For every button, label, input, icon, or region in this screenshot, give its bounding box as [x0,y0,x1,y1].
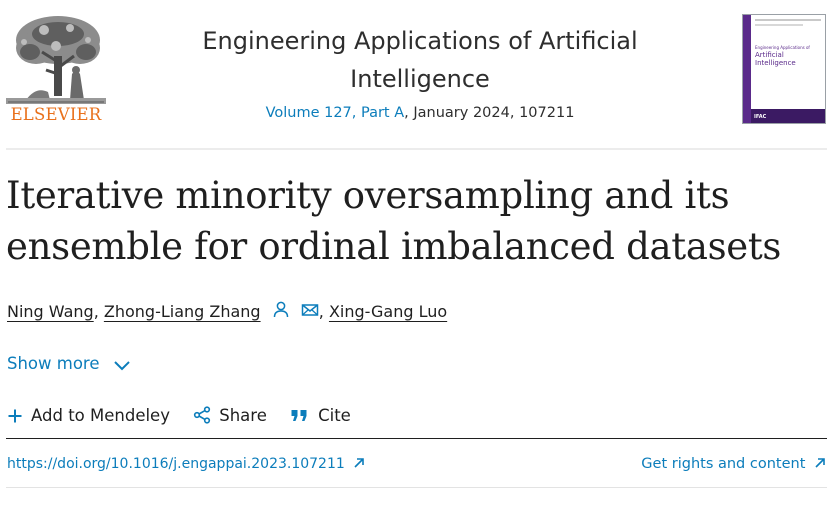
cite-label: Cite [318,406,351,425]
quote-icon [291,410,307,421]
add-to-mendeley-button[interactable]: Add to Mendeley [7,403,170,429]
journal-cover-image[interactable]: Engineering Applications of Artificial I… [742,14,826,124]
cover-band [743,15,751,123]
cover-journal-name: Artificial Intelligence [755,51,796,67]
actions-divider [6,438,827,439]
header-divider [6,148,827,150]
cover-top-rule [755,19,821,21]
arrow-up-right-icon [354,458,365,468]
arrow-up-right-icon [815,458,825,468]
doi-text: https://doi.org/10.1016/j.engappai.2023.… [7,456,345,472]
author-zhong-liang-zhang[interactable]: Zhong-Liang Zhang [103,302,261,321]
elsevier-tree-icon [6,12,106,104]
journal-issue: Volume 127, Part A, January 2024, 107211 [160,104,680,122]
cover-subtitle: Engineering Applications of [755,45,810,50]
elsevier-wordmark: ELSEVIER [10,105,102,124]
show-more-button[interactable]: Show more [7,352,131,376]
cover-footer-text: IFAC [754,114,767,120]
article-header: ELSEVIER Engineering Applications of Art… [0,0,835,140]
article-actions: Add to Mendeley Share Cite [7,403,369,429]
elsevier-logo[interactable]: ELSEVIER [6,12,106,124]
chevron-down-icon [114,360,130,370]
envelope-icon[interactable] [301,301,319,325]
plus-icon [8,409,22,423]
person-icon[interactable] [272,300,290,325]
author-list: Ning Wang, Zhong-Liang Zhang , Xing-Gang… [7,300,447,325]
share-label: Share [219,406,267,425]
cite-button[interactable]: Cite [290,403,351,429]
cover-footer [751,109,825,123]
show-more-label: Show more [7,354,100,373]
author-separator: , [318,302,329,321]
issue-date: , January 2024, 107211 [404,105,575,121]
issue-link[interactable]: Volume 127, Part A [265,105,405,121]
doi-link[interactable]: https://doi.org/10.1016/j.engappai.2023.… [7,454,365,474]
journal-title-link[interactable]: Engineering Applications of Artificial I… [202,27,638,93]
share-button[interactable]: Share [193,403,267,429]
journal-info: Engineering Applications of Artificial I… [160,22,680,122]
share-icon [194,406,211,424]
author-ning-wang[interactable]: Ning Wang [7,302,94,321]
cover-top-rule-2 [755,24,803,26]
get-rights-text: Get rights and content [641,456,806,472]
author-xing-gang-luo[interactable]: Xing-Gang Luo [328,302,448,321]
footer-divider [6,487,827,488]
author-separator: , [93,302,104,321]
article-title: Iterative minority oversampling and its … [6,174,782,268]
get-rights-link[interactable]: Get rights and content [641,454,826,474]
add-to-mendeley-label: Add to Mendeley [31,406,170,425]
